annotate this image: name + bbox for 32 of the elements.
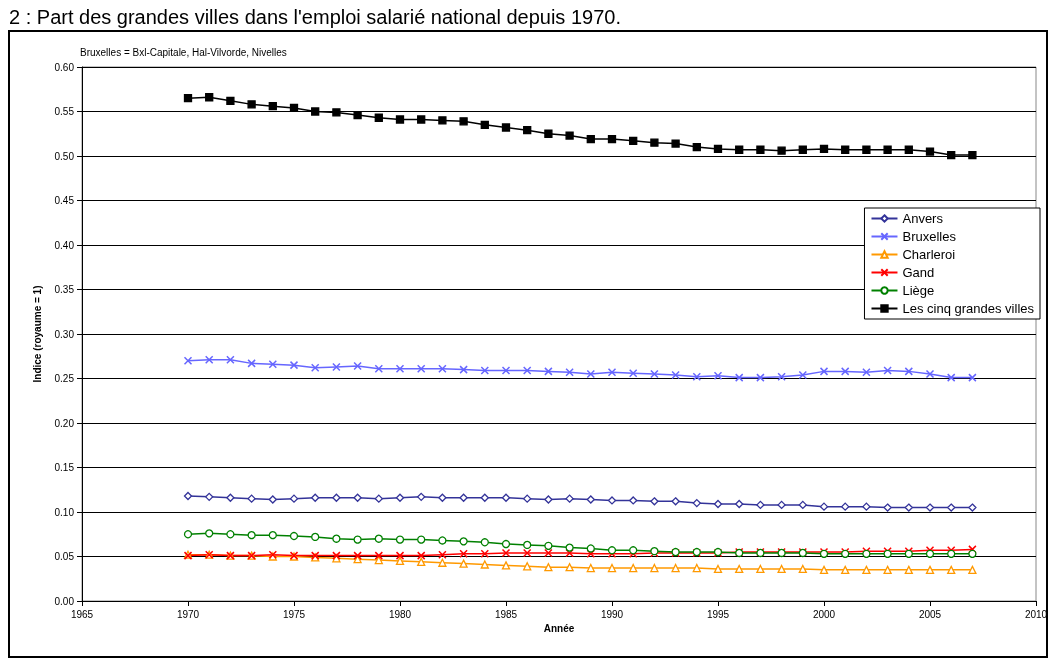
y-tick-label: 0.50: [54, 150, 75, 162]
y-tick-label: 0.45: [54, 195, 75, 206]
legend-label: Les cinq grandes villes: [902, 301, 1035, 316]
legend-label: Charleroi: [902, 247, 956, 262]
y-tick-label: 0.15: [54, 462, 75, 473]
x-tick-label: 2005: [918, 608, 942, 620]
y-axis-title: Indice (royaume = 1): [31, 285, 43, 383]
legend-label: Bruxelles: [902, 229, 957, 244]
chart-title: 2 : Part des grandes villes dans l'emploi salarié national depuis 1970.: [9, 6, 621, 28]
y-tick-label: 0.55: [54, 106, 75, 117]
legend-label: Gand: [902, 265, 935, 280]
legend-label: Liège: [902, 283, 935, 298]
text: Bruxelles = Bxl-Capitale, Hal-Vilvorde, Nivelles: [80, 46, 287, 58]
x-tick-label: 2000: [812, 608, 836, 620]
x-tick-label: 1970: [176, 608, 200, 620]
y-tick-label: 0.25: [54, 373, 75, 384]
x-tick-label: 1965: [70, 608, 94, 620]
x-tick-label: 1995: [706, 608, 730, 620]
y-tick-label: 0.00: [54, 595, 75, 607]
legend-label: Anvers: [902, 211, 944, 226]
y-tick-label: 0.60: [54, 61, 75, 73]
y-tick-label: 0.30: [54, 328, 75, 340]
x-tick-label: 1985: [494, 608, 518, 620]
x-tick-label: 1980: [388, 608, 412, 620]
y-tick-label: 0.10: [54, 506, 75, 518]
x-tick-label: 1975: [282, 608, 306, 620]
y-tick-label: 0.20: [54, 417, 75, 429]
y-tick-label: 0.35: [54, 284, 75, 295]
x-axis-title: Année: [543, 623, 575, 635]
x-tick-label: 1990: [600, 608, 624, 620]
y-tick-label: 0.05: [54, 551, 75, 562]
y-tick-label: 0.40: [54, 239, 75, 251]
